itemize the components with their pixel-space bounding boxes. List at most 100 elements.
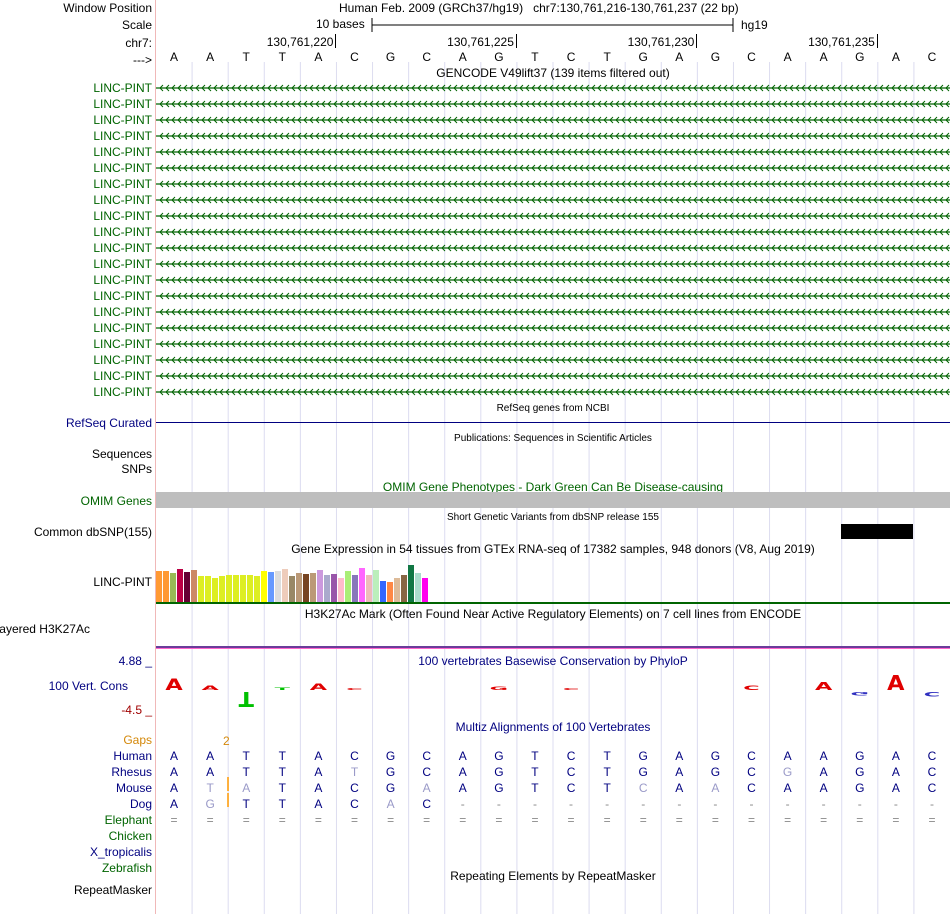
gencode-transcript-label[interactable]: LINC-PINT [93, 289, 152, 303]
gtex-tissue-bar[interactable] [254, 576, 260, 602]
gencode-transcript[interactable] [156, 372, 950, 380]
common-dbsnp-label[interactable]: Common dbSNP(155) [33, 525, 152, 539]
gencode-transcript[interactable] [156, 260, 950, 268]
gtex-tissue-bar[interactable] [275, 571, 281, 602]
species-label[interactable]: Rhesus [111, 765, 152, 779]
gencode-transcripts[interactable] [156, 0, 950, 420]
gtex-tissue-bar[interactable] [387, 582, 393, 602]
species-label[interactable]: Zebrafish [101, 861, 152, 875]
gencode-transcript-label[interactable]: LINC-PINT [93, 145, 152, 159]
gencode-transcript-label[interactable]: LINC-PINT [93, 225, 152, 239]
gtex-tissue-bar[interactable] [205, 576, 211, 602]
gtex-tissue-bar[interactable] [422, 578, 428, 602]
gencode-transcript[interactable] [156, 116, 950, 124]
omim-gene-bar[interactable] [156, 492, 950, 508]
gtex-tissue-bar[interactable] [163, 571, 169, 602]
gtex-tissue-bar[interactable] [352, 575, 358, 602]
gtex-tissue-bar[interactable] [289, 576, 295, 602]
species-label[interactable]: Dog [129, 797, 152, 811]
gencode-transcript[interactable] [156, 340, 950, 348]
gtex-gene-label[interactable]: LINC-PINT [93, 575, 152, 589]
refseq-gene-line[interactable] [156, 422, 950, 423]
gtex-tissue-bar[interactable] [184, 572, 190, 602]
gtex-tissue-bar[interactable] [219, 576, 225, 602]
gtex-tissue-bar[interactable] [233, 575, 239, 602]
refseq-curated-label[interactable]: RefSeq Curated [65, 416, 152, 430]
gtex-tissue-bar[interactable] [359, 568, 365, 602]
gtex-tissue-bar[interactable] [247, 575, 253, 602]
gencode-transcript[interactable] [156, 196, 950, 204]
gencode-transcript[interactable] [156, 212, 950, 220]
gtex-tissue-bar[interactable] [401, 575, 407, 602]
gencode-transcript[interactable] [156, 84, 950, 92]
gencode-transcript-label[interactable]: LINC-PINT [93, 81, 152, 95]
gencode-transcript-label[interactable]: LINC-PINT [93, 129, 152, 143]
gencode-transcript[interactable] [156, 244, 950, 252]
gencode-transcript[interactable] [156, 324, 950, 332]
gencode-transcript[interactable] [156, 276, 950, 284]
species-label[interactable]: Human [113, 749, 152, 763]
gtex-tissue-bar[interactable] [177, 569, 183, 602]
species-label[interactable]: X_tropicalis [89, 845, 152, 859]
gtex-tissue-bar[interactable] [331, 574, 337, 602]
gencode-transcript[interactable] [156, 356, 950, 364]
gtex-tissue-bar[interactable] [296, 573, 302, 602]
gtex-tissue-bar[interactable] [324, 575, 330, 602]
gencode-transcript-label[interactable]: LINC-PINT [93, 257, 152, 271]
gencode-transcript-label[interactable]: LINC-PINT [93, 305, 152, 319]
gencode-transcript-label[interactable]: LINC-PINT [93, 337, 152, 351]
gtex-tissue-bar[interactable] [156, 571, 162, 602]
gencode-transcript-label[interactable]: LINC-PINT [93, 209, 152, 223]
gtex-tissue-bar[interactable] [170, 573, 176, 602]
species-label[interactable]: Elephant [104, 813, 152, 827]
gencode-transcript-label[interactable]: LINC-PINT [93, 369, 152, 383]
gtex-tissue-bar[interactable] [373, 570, 379, 602]
gtex-tissue-bar[interactable] [226, 575, 232, 602]
gencode-transcript-label[interactable]: LINC-PINT [93, 161, 152, 175]
gtex-tissue-bar[interactable] [338, 578, 344, 602]
gtex-tissue-bar[interactable] [380, 581, 386, 602]
gencode-transcript-label[interactable]: LINC-PINT [93, 273, 152, 287]
gtex-tissue-bar[interactable] [415, 573, 421, 602]
gtex-tissue-bar[interactable] [268, 572, 274, 602]
gencode-transcript[interactable] [156, 132, 950, 140]
gencode-transcript[interactable] [156, 308, 950, 316]
gtex-tissue-bar[interactable] [408, 565, 414, 602]
gencode-transcript-label[interactable]: LINC-PINT [93, 97, 152, 111]
gencode-transcript[interactable] [156, 228, 950, 236]
gtex-tissue-bar[interactable] [345, 571, 351, 602]
omim-genes-label[interactable]: OMIM Genes [80, 494, 152, 508]
gtex-tissue-bar[interactable] [282, 569, 288, 602]
phylop-letters[interactable]: A A T T A C G C C A G A C [156, 0, 950, 710]
gtex-tissue-bar[interactable] [394, 578, 400, 602]
gtex-tissue-bar[interactable] [240, 575, 246, 602]
gtex-tissue-bar[interactable] [317, 570, 323, 602]
gencode-transcript-label[interactable]: LINC-PINT [93, 177, 152, 191]
gencode-transcript[interactable] [156, 388, 950, 396]
snps-label[interactable]: SNPs [121, 462, 152, 476]
track-area[interactable]: Human Feb. 2009 (GRCh37/hg19) chr7:130,7… [156, 0, 950, 914]
gencode-transcript[interactable] [156, 292, 950, 300]
gencode-transcript-label[interactable]: LINC-PINT [93, 353, 152, 367]
repeatmasker-label[interactable]: RepeatMasker [73, 883, 152, 897]
gtex-tissue-bar[interactable] [310, 573, 316, 602]
gtex-tissue-bar[interactable] [191, 570, 197, 602]
dbsnp-variant-block[interactable] [841, 524, 913, 539]
species-label[interactable]: Mouse [115, 781, 152, 795]
gencode-transcript-label[interactable]: LINC-PINT [93, 113, 152, 127]
sequences-label[interactable]: Sequences [91, 447, 152, 461]
gencode-transcript-label[interactable]: LINC-PINT [93, 241, 152, 255]
gencode-transcript[interactable] [156, 164, 950, 172]
gtex-tissue-bar[interactable] [303, 574, 309, 602]
gtex-tissue-bar[interactable] [261, 571, 267, 602]
h3k27ac-signal-line[interactable] [156, 646, 950, 648]
gencode-transcript-label[interactable]: LINC-PINT [93, 385, 152, 399]
phylop-track-label[interactable]: 100 Vert. Cons [48, 679, 128, 693]
layered-h3k27ac-label[interactable]: Layered H3K27Ac [0, 622, 90, 636]
gencode-transcript[interactable] [156, 180, 950, 188]
gencode-transcript[interactable] [156, 100, 950, 108]
species-label[interactable]: Chicken [108, 829, 152, 843]
gencode-transcript-label[interactable]: LINC-PINT [93, 193, 152, 207]
gtex-tissue-bar[interactable] [198, 576, 204, 602]
gencode-transcript[interactable] [156, 148, 950, 156]
